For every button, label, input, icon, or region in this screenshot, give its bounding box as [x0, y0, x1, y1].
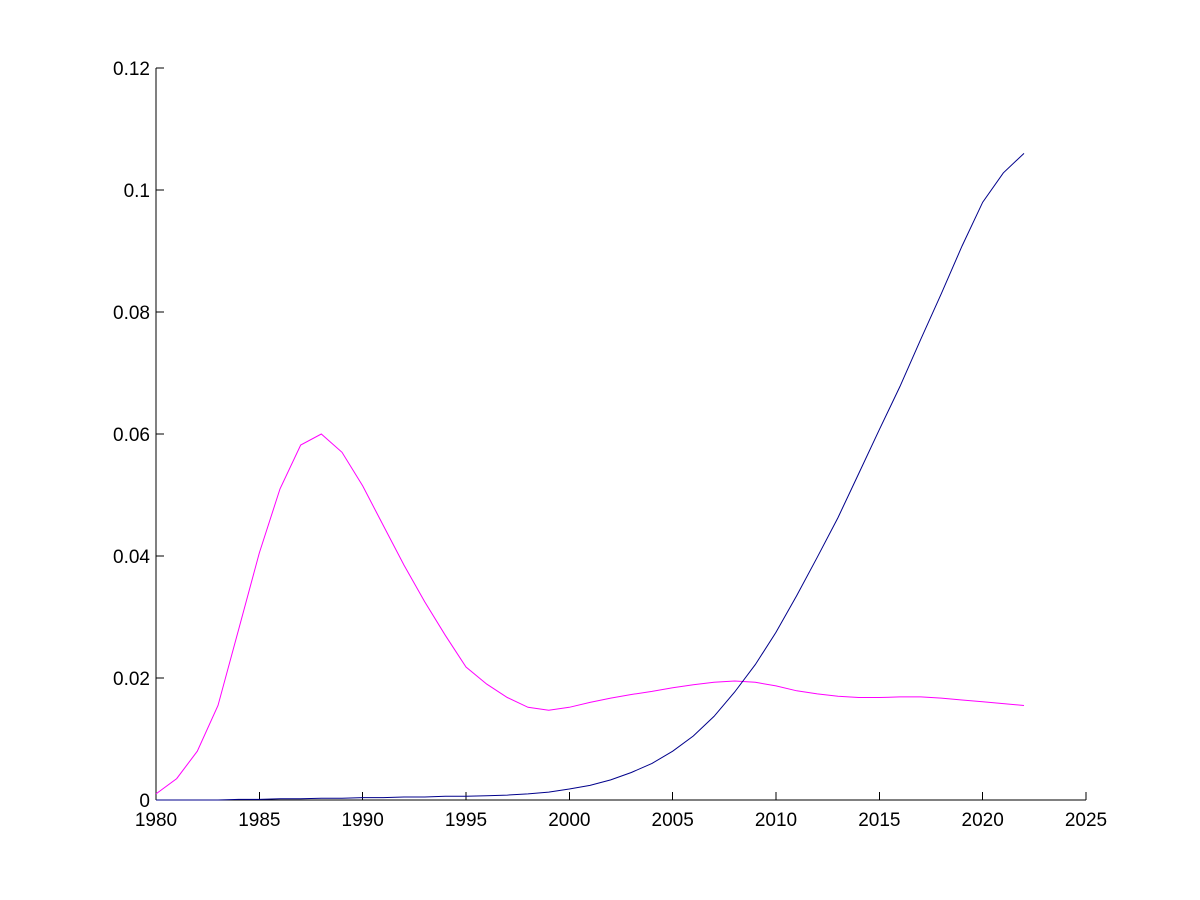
x-tick-label: 2025 [1065, 810, 1107, 831]
x-tick-label: 2015 [858, 810, 900, 831]
x-tick-label: 1980 [135, 810, 177, 831]
x-tick-label: 2010 [755, 810, 797, 831]
y-tick-label: 0.1 [124, 181, 150, 202]
x-tick-label: 2020 [962, 810, 1004, 831]
x-tick-label: 2005 [652, 810, 694, 831]
axes [155, 68, 1086, 801]
x-axis: 1980 1985 1990 1995 2000 2005 2010 2015 2020 2025 [135, 792, 1107, 831]
series-line-1 [155, 433, 1025, 795]
y-tick-label: 0.04 [113, 547, 150, 568]
y-tick-label: 0.08 [113, 303, 150, 324]
x-tick-label: 2000 [548, 810, 590, 831]
y-tick-label: 0.02 [113, 669, 150, 690]
y-tick-label: 0.12 [113, 59, 150, 80]
x-tick-label: 1990 [342, 810, 384, 831]
y-tick-label: 0.06 [113, 425, 150, 446]
x-tick-label: 1985 [238, 810, 280, 831]
y-tick-label: 0 [139, 791, 150, 812]
series-line-2 [156, 153, 1025, 801]
series-group [155, 153, 1025, 801]
x-tick-label: 1995 [445, 810, 487, 831]
